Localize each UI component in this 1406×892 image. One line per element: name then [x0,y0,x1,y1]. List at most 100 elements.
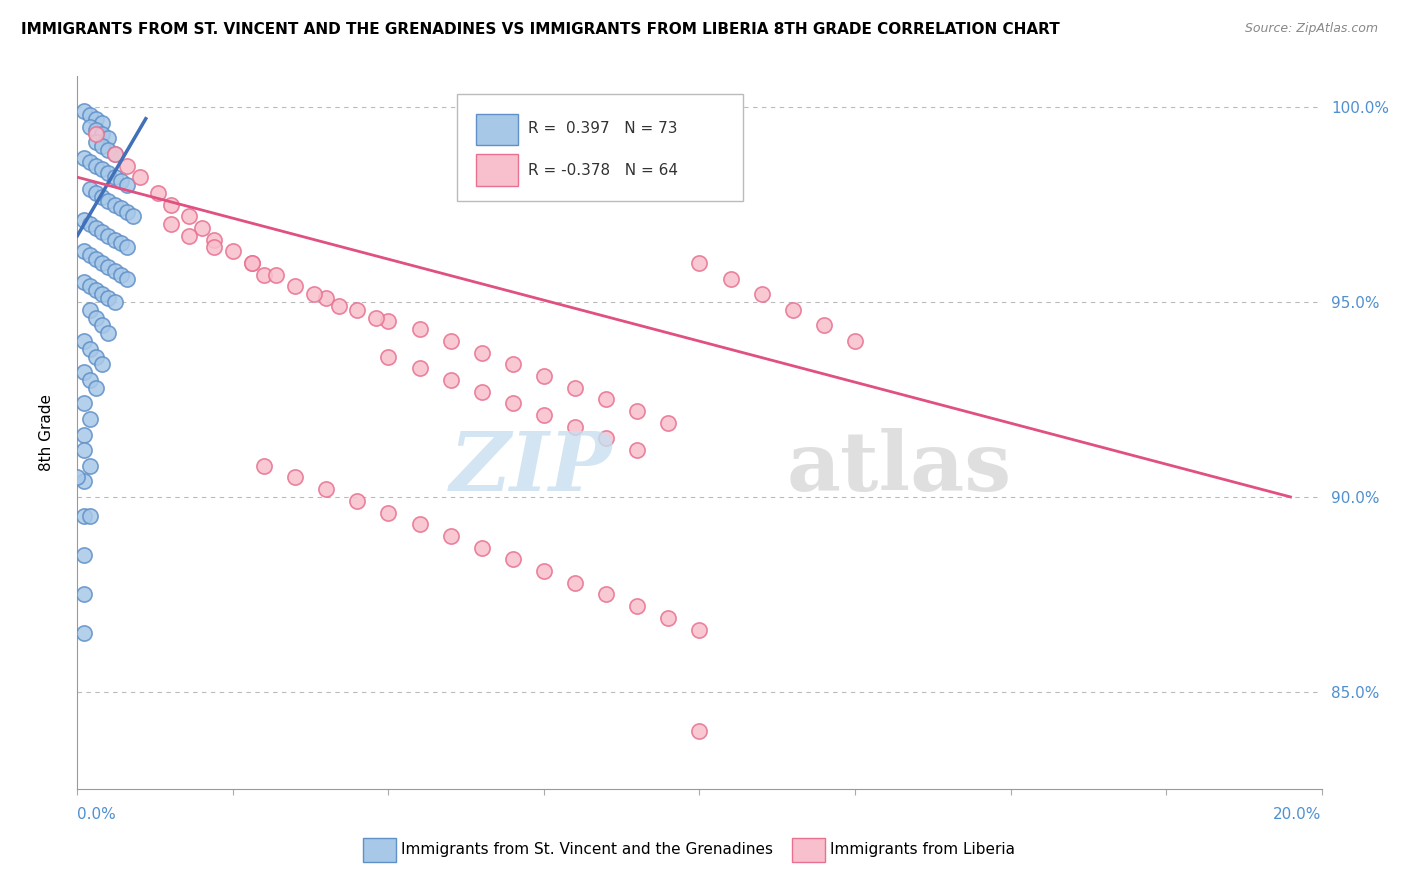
Point [84,252,107,266]
Point [471,541,494,555]
Point [782,302,804,317]
Text: IMMIGRANTS FROM ST. VINCENT AND THE GRENADINES VS IMMIGRANTS FROM LIBERIA 8TH GR: IMMIGRANTS FROM ST. VINCENT AND THE GREN… [21,22,1060,37]
Point [110,236,132,251]
Point [79,182,101,196]
Point [72,443,94,458]
Point [91,190,114,204]
Point [626,404,648,418]
Point [91,128,114,142]
Point [79,342,101,356]
Point [844,334,866,348]
Point [179,209,201,223]
Point [110,202,132,216]
Point [91,287,114,301]
Point [79,509,101,524]
FancyBboxPatch shape [457,94,742,201]
Point [315,482,337,496]
Point [471,345,494,359]
Point [72,213,94,227]
Point [346,494,368,508]
Point [471,384,494,399]
Point [72,427,94,442]
Point [689,256,711,270]
Point [97,143,120,157]
Point [377,506,399,520]
Point [502,552,524,566]
Point [148,186,170,200]
Point [191,220,214,235]
Point [84,220,107,235]
Point [115,178,138,192]
Point [813,318,835,333]
Point [84,123,107,137]
Point [284,279,307,293]
Text: Source: ZipAtlas.com: Source: ZipAtlas.com [1244,22,1378,36]
Point [91,115,114,129]
Point [72,587,94,601]
Point [110,268,132,282]
Point [79,302,101,317]
Text: R =  0.397   N = 73: R = 0.397 N = 73 [527,121,678,136]
FancyBboxPatch shape [475,113,517,145]
Point [91,357,114,371]
Point [564,575,586,590]
Point [115,240,138,254]
Point [595,432,617,446]
Point [302,287,325,301]
Point [533,564,555,578]
Point [222,244,245,259]
Point [502,396,524,410]
Point [72,276,94,290]
Point [91,318,114,333]
Point [91,139,114,153]
Point [689,723,711,738]
Point [79,458,101,473]
Point [240,256,263,270]
Text: 20.0%: 20.0% [1274,807,1322,822]
Point [79,154,101,169]
Point [91,225,114,239]
Point [253,458,276,473]
Point [104,197,127,211]
Text: Immigrants from St. Vincent and the Grenadines: Immigrants from St. Vincent and the Gren… [401,842,773,856]
Point [110,174,132,188]
Point [79,217,101,231]
Point [202,233,225,247]
Point [595,587,617,601]
Point [751,287,773,301]
Point [84,186,107,200]
Point [66,470,89,484]
Point [377,350,399,364]
Point [91,162,114,177]
Point [79,279,101,293]
Point [79,108,101,122]
Point [84,310,107,325]
Point [84,381,107,395]
Point [79,373,101,387]
Point [115,205,138,219]
Point [346,302,368,317]
Point [657,416,679,430]
Point [159,197,181,211]
Point [79,412,101,426]
Point [79,248,101,262]
Point [84,350,107,364]
Point [91,256,114,270]
Point [564,381,586,395]
Point [626,443,648,458]
Point [328,299,350,313]
Point [502,357,524,371]
Point [159,217,181,231]
Point [104,295,127,310]
Point [72,475,94,489]
FancyBboxPatch shape [475,154,517,186]
Text: atlas: atlas [786,428,1012,508]
Point [72,334,94,348]
Point [84,112,107,126]
Point [97,260,120,274]
Point [440,373,463,387]
Text: Immigrants from Liberia: Immigrants from Liberia [830,842,1015,856]
Point [72,549,94,563]
Point [104,146,127,161]
Point [720,271,742,285]
